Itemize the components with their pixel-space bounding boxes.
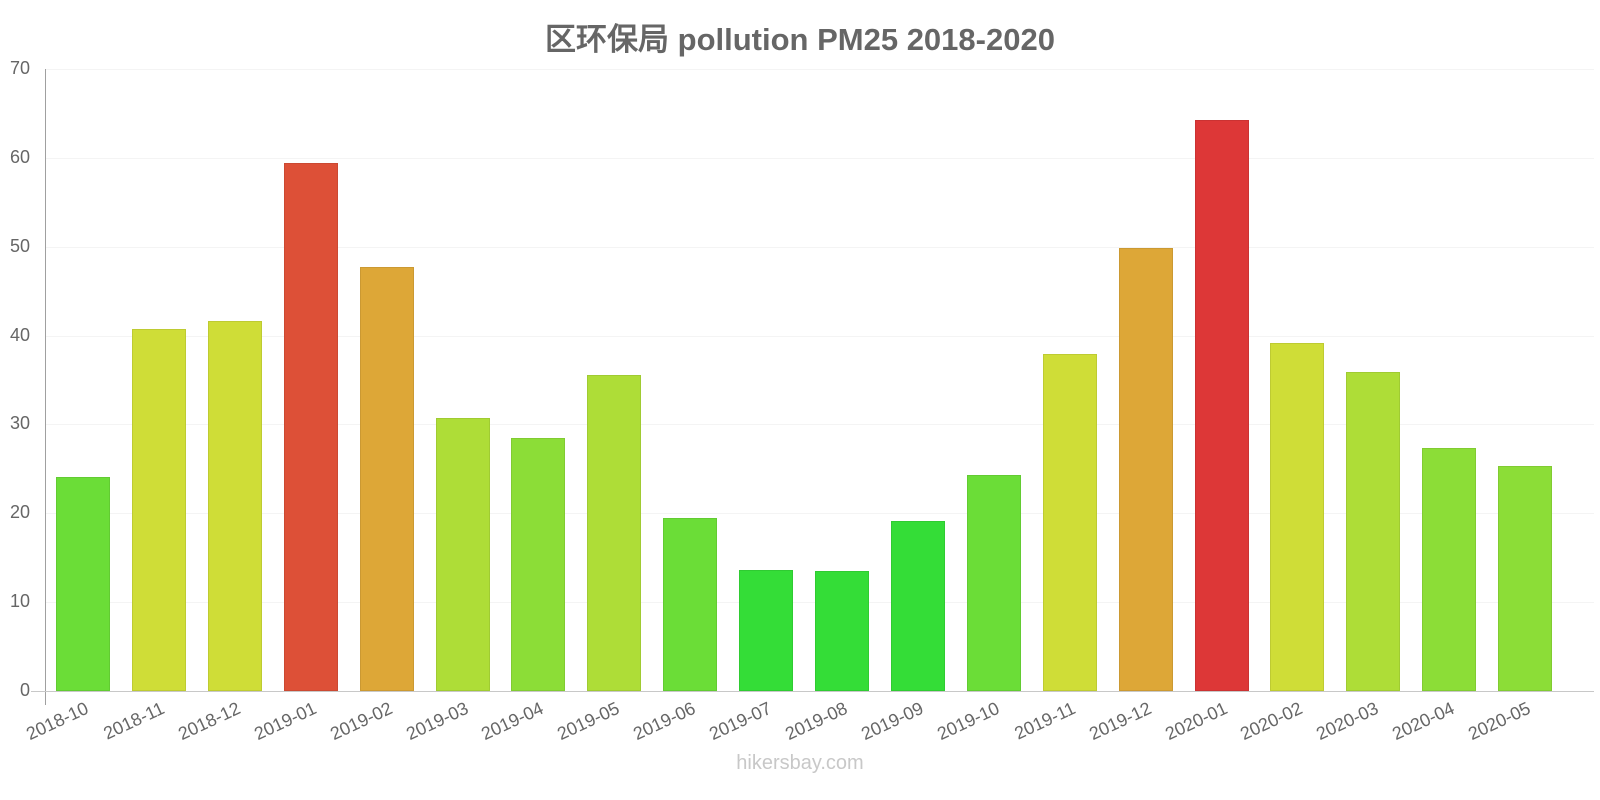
bar-2019-06[interactable] [663,518,717,691]
x-tick-label: 2019-09 [858,698,927,745]
grid-line [46,158,1594,159]
x-tick-label: 2019-10 [934,698,1003,745]
bar-2019-01[interactable] [284,163,338,691]
y-tick-label: 10 [9,591,30,611]
bar-2020-03[interactable] [1346,372,1400,691]
x-tick-label: 2020-01 [1162,698,1231,745]
grid-line [46,69,1594,70]
chart-title: 区环保局 pollution PM25 2018-2020 [545,22,1055,57]
x-tick-label: 2019-05 [554,698,623,745]
x-tick-label: 2019-01 [251,698,320,745]
x-tick-label: 2019-08 [782,698,851,745]
x-tick-label: 2019-03 [403,698,472,745]
bar-2020-02[interactable] [1270,343,1324,691]
bar-2019-11[interactable] [1043,354,1097,691]
y-tick-label: 20 [9,502,30,522]
x-tick-label: 2019-04 [478,698,547,745]
y-tick-label: 0 [19,680,30,700]
bar-2019-03[interactable] [436,418,490,691]
x-tick-label: 2020-02 [1237,698,1306,745]
x-tick-label: 2019-07 [706,698,775,745]
x-tick-label: 2019-06 [630,698,699,745]
y-axis-line [45,69,46,705]
grid-line [46,513,1594,514]
x-tick-label: 2018-11 [100,698,168,744]
bar-2019-04[interactable] [511,438,565,691]
y-tick-label: 70 [9,58,30,78]
bar-2019-10[interactable] [967,475,1021,691]
bar-2019-05[interactable] [587,375,641,691]
x-tick-label: 2019-12 [1086,698,1155,745]
watermark: hikersbay.com [736,752,864,774]
bar-2019-09[interactable] [891,521,945,691]
bar-2019-07[interactable] [739,570,793,691]
bar-2020-04[interactable] [1422,448,1476,691]
y-tick-label: 30 [9,413,30,433]
y-tick-label: 60 [9,147,30,167]
y-tick-label: 40 [9,325,30,345]
bar-2020-05[interactable] [1498,466,1552,691]
x-tick-label: 2020-03 [1313,698,1382,745]
x-axis-line [31,691,1594,692]
bar-2018-10[interactable] [56,477,110,691]
grid-line [46,424,1594,425]
y-tick-label: 50 [9,236,30,256]
bar-2018-11[interactable] [132,329,186,691]
x-tick-label: 2018-12 [175,698,244,745]
bar-2018-12[interactable] [208,321,262,691]
bar-2019-08[interactable] [815,571,869,691]
x-tick-label: 2019-02 [327,698,396,745]
bar-2019-02[interactable] [360,267,414,691]
grid-line [46,247,1594,248]
bar-2019-12[interactable] [1119,248,1173,691]
x-tick-label: 2020-05 [1465,698,1534,745]
x-tick-label: 2020-04 [1389,698,1458,745]
x-tick-label: 2019-11 [1011,698,1079,744]
grid-line [46,336,1594,337]
x-tick-label: 2018-10 [23,698,92,745]
bar-2020-01[interactable] [1195,120,1249,691]
